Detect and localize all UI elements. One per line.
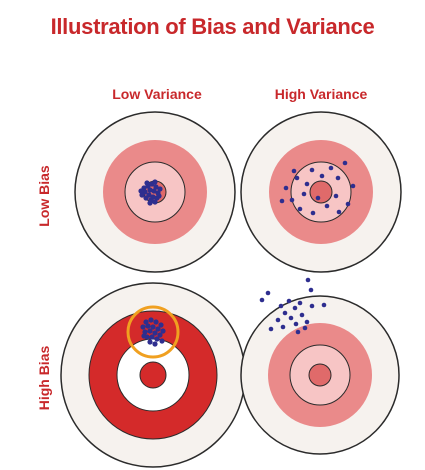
- column-label-high-variance: High Variance: [274, 86, 368, 102]
- dot-scatter: [259, 277, 327, 335]
- target-high-bias-low-variance: [60, 282, 246, 468]
- column-label-low-variance: Low Variance: [112, 86, 202, 102]
- dot-scatter: [279, 160, 356, 216]
- target-low-bias-low-variance: [74, 111, 236, 273]
- dot-cluster: [138, 179, 163, 206]
- diagram-title: Illustration of Bias and Variance: [50, 14, 375, 39]
- target-bullseye: [309, 180, 333, 204]
- target-bullseye: [308, 363, 332, 387]
- target-low-bias-high-variance: [240, 111, 402, 273]
- target-bullseye: [139, 361, 167, 389]
- highlight-circle: [126, 305, 180, 359]
- dot-cluster: [140, 317, 166, 347]
- target-high-bias-high-variance: [240, 277, 400, 455]
